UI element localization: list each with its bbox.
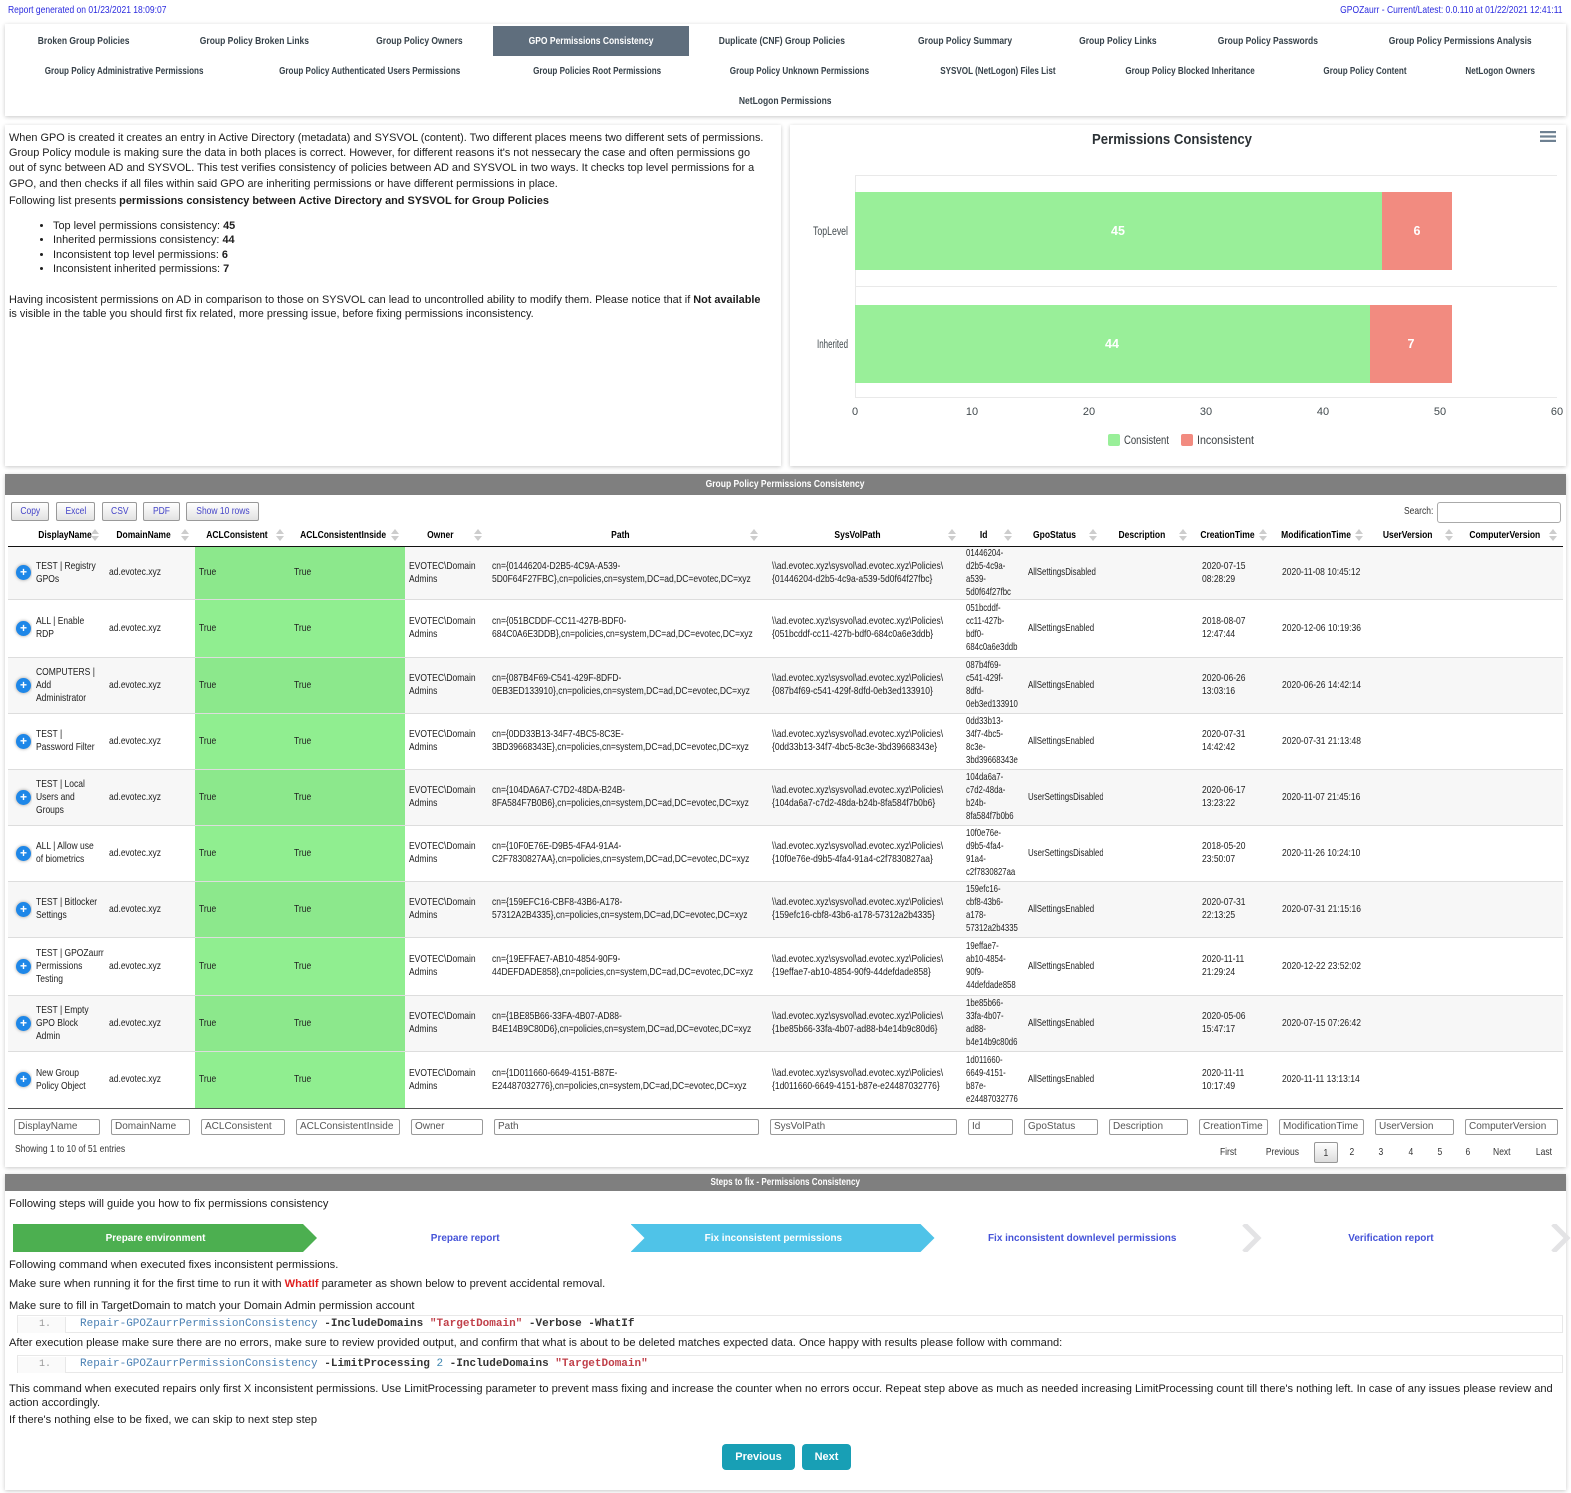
svg-text:TopLevel: TopLevel bbox=[813, 226, 848, 238]
svg-text:6: 6 bbox=[1414, 224, 1421, 238]
svg-text:40: 40 bbox=[1317, 406, 1329, 418]
svg-text:Inconsistent: Inconsistent bbox=[1197, 435, 1255, 447]
svg-text:10: 10 bbox=[966, 406, 978, 418]
svg-text:Permissions Consistency: Permissions Consistency bbox=[1092, 132, 1252, 148]
svg-text:50: 50 bbox=[1434, 406, 1446, 418]
svg-text:Consistent: Consistent bbox=[1124, 435, 1170, 447]
svg-text:44: 44 bbox=[1105, 337, 1119, 351]
svg-text:30: 30 bbox=[1200, 406, 1212, 418]
svg-text:Inherited: Inherited bbox=[817, 339, 848, 351]
svg-text:0: 0 bbox=[852, 406, 858, 418]
svg-text:20: 20 bbox=[1083, 406, 1095, 418]
svg-text:45: 45 bbox=[1111, 224, 1125, 238]
svg-text:7: 7 bbox=[1408, 337, 1415, 351]
svg-text:60: 60 bbox=[1551, 406, 1563, 418]
